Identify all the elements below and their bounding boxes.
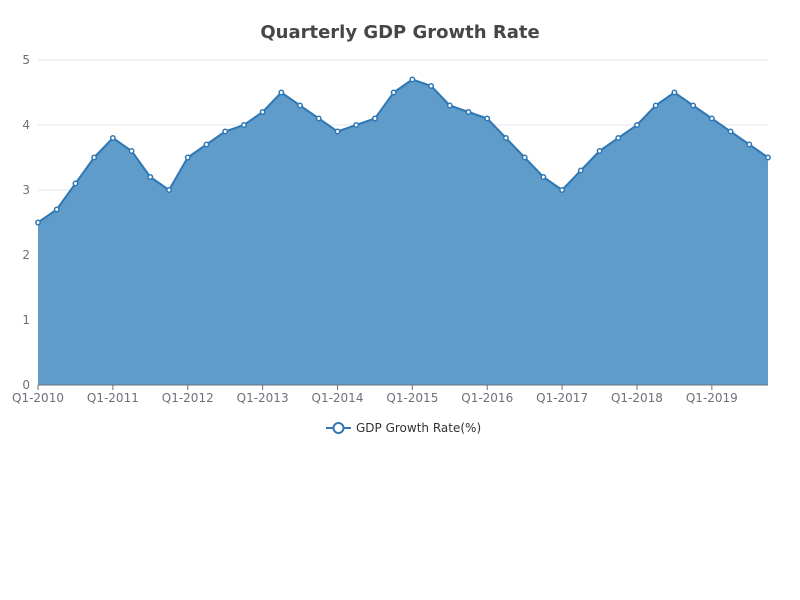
data-point[interactable] xyxy=(53,206,60,213)
x-tick-label: Q1-2013 xyxy=(237,391,289,405)
point-layer xyxy=(35,76,771,226)
x-tick-label: Q1-2015 xyxy=(386,391,438,405)
data-point[interactable] xyxy=(446,102,453,109)
data-point[interactable] xyxy=(240,122,247,128)
data-point[interactable] xyxy=(409,76,416,83)
data-point[interactable] xyxy=(615,135,622,141)
data-point[interactable] xyxy=(315,115,322,122)
chart-title: Quarterly GDP Growth Rate xyxy=(260,22,539,43)
data-point[interactable] xyxy=(746,141,753,148)
data-point[interactable] xyxy=(166,187,172,193)
legend-marker-icon xyxy=(332,422,345,434)
data-point[interactable] xyxy=(184,154,191,161)
x-tick-label: Q1-2010 xyxy=(12,391,64,405)
data-point[interactable] xyxy=(147,174,154,180)
data-point[interactable] xyxy=(259,109,266,115)
legend-label: GDP Growth Rate(%) xyxy=(356,421,481,435)
data-point[interactable] xyxy=(390,89,397,96)
data-point[interactable] xyxy=(484,115,491,122)
data-point[interactable] xyxy=(353,122,360,128)
y-tick-label: 1 xyxy=(22,313,30,327)
area-series-layer xyxy=(37,78,769,385)
data-point[interactable] xyxy=(465,109,472,115)
data-point[interactable] xyxy=(72,180,79,187)
data-point[interactable] xyxy=(203,141,210,148)
data-point[interactable] xyxy=(596,148,603,154)
y-tick-label: 4 xyxy=(22,118,30,132)
x-tick-label: Q1-2017 xyxy=(536,391,588,405)
data-point[interactable] xyxy=(297,102,304,109)
data-point[interactable] xyxy=(502,135,509,141)
data-point[interactable] xyxy=(334,128,341,135)
x-tick-label: Q1-2011 xyxy=(87,391,139,405)
y-tick-label: 2 xyxy=(22,248,30,262)
data-point[interactable] xyxy=(708,115,715,122)
data-point[interactable] xyxy=(765,154,771,161)
data-point[interactable] xyxy=(671,89,678,96)
data-point[interactable] xyxy=(222,128,229,135)
data-point[interactable] xyxy=(109,135,116,141)
x-tick-label: Q1-2014 xyxy=(312,391,364,405)
y-tick-label: 0 xyxy=(22,378,30,392)
data-point[interactable] xyxy=(559,187,566,193)
x-tick-label: Q1-2012 xyxy=(162,391,214,405)
data-point[interactable] xyxy=(35,219,41,226)
x-tick-label: Q1-2018 xyxy=(611,391,663,405)
legend[interactable]: GDP Growth Rate(%) xyxy=(326,421,481,435)
y-tick-label: 3 xyxy=(22,183,30,197)
data-point[interactable] xyxy=(371,115,378,122)
data-point[interactable] xyxy=(727,128,734,135)
x-tick-label: Q1-2019 xyxy=(686,391,738,405)
data-point[interactable] xyxy=(428,83,435,89)
data-point[interactable] xyxy=(690,102,697,109)
series-line xyxy=(37,78,769,224)
axis-layer: 0 1 2 3 4 5 Q1-2010 Q1-2011 Q1-2012 Q1-2013 Q1-201… xyxy=(12,53,768,405)
data-point[interactable] xyxy=(128,148,135,154)
data-point[interactable] xyxy=(540,174,547,180)
y-tick-label: 5 xyxy=(22,53,30,67)
data-point[interactable] xyxy=(91,154,98,161)
data-point[interactable] xyxy=(577,167,584,174)
data-point[interactable] xyxy=(652,102,659,109)
area-fill xyxy=(38,79,768,385)
x-tick-label: Q1-2016 xyxy=(461,391,513,405)
data-point[interactable] xyxy=(278,89,285,96)
data-point[interactable] xyxy=(521,154,528,161)
data-point[interactable] xyxy=(634,122,640,128)
